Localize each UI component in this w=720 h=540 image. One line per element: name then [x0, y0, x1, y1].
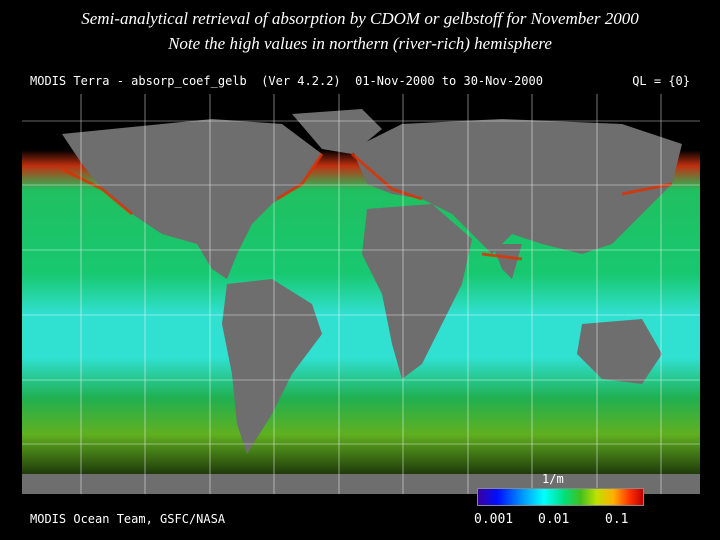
- graticule: [22, 94, 700, 494]
- land-africa: [362, 204, 472, 379]
- map-panel: MODIS Terra - absorp_coef_gelb (Ver 4.2.…: [22, 68, 700, 532]
- colorbar-unit: 1/m: [542, 472, 564, 486]
- caption-subtitle: Note the high values in northern (river-…: [168, 34, 552, 53]
- map-header-ql: QL = {0}: [632, 74, 690, 88]
- world-map: [22, 94, 700, 494]
- land-eurasia: [352, 119, 682, 254]
- map-header-title: MODIS Terra - absorp_coef_gelb (Ver 4.2.…: [30, 74, 543, 88]
- caption-title: Semi-analytical retrieval of absorption …: [81, 9, 639, 28]
- land-south-america: [222, 279, 322, 454]
- colorbar-tick-high: 0.1: [605, 512, 629, 527]
- colorbar-tick-low: 0.001: [474, 512, 514, 527]
- land-india: [492, 244, 522, 279]
- land-north-america: [62, 119, 322, 279]
- land-australia: [577, 319, 662, 384]
- coastal-highlights: [61, 152, 673, 261]
- colorbar: [477, 488, 644, 506]
- colorbar-tick-mid: 0.01: [538, 512, 570, 527]
- land-greenland: [292, 109, 382, 154]
- map-footer-credit: MODIS Ocean Team, GSFC/NASA: [30, 512, 226, 526]
